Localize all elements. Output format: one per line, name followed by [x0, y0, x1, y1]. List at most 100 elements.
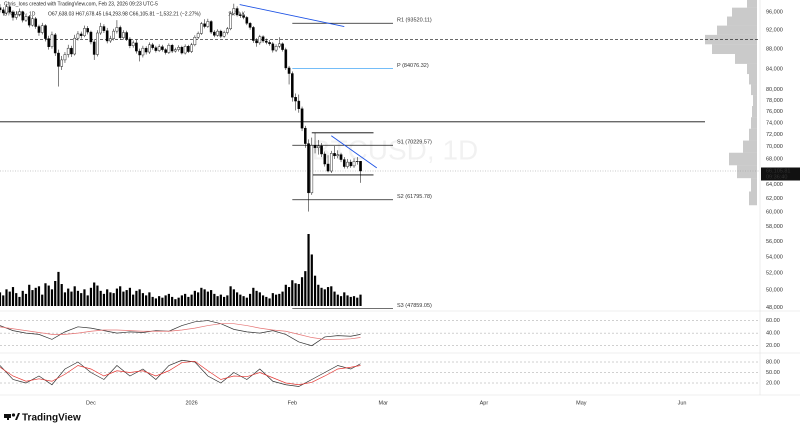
candle-body: [180, 47, 184, 54]
candle-body: [291, 73, 294, 98]
volume-bar: [343, 292, 346, 306]
candle-body: [213, 31, 216, 36]
volume-bar: [187, 296, 190, 306]
volume-profile-bar: [743, 140, 757, 153]
volume-bar: [154, 298, 157, 306]
y-tick-label: 20.00: [766, 343, 780, 349]
volume-bar: [349, 296, 352, 306]
volume-profile-bar: [729, 152, 757, 166]
candle-body: [209, 21, 213, 33]
candle-body: [206, 21, 210, 27]
candle-body: [219, 30, 223, 37]
volume-bar: [15, 293, 18, 306]
candle-body: [92, 41, 96, 55]
candle-body: [203, 23, 206, 27]
volume-profile-bar: [735, 54, 757, 64]
trendline: [239, 4, 345, 27]
candle-body: [323, 153, 327, 165]
candle-body: [300, 108, 304, 129]
volume-bar: [106, 289, 109, 306]
y-tick-label: 52,000: [766, 271, 783, 277]
volume-bar: [235, 292, 239, 306]
volume-bar: [180, 295, 183, 306]
candle-body: [355, 161, 359, 162]
candle-body: [24, 16, 28, 21]
candle-body: [96, 32, 99, 55]
volume-bar: [255, 290, 258, 306]
volume-bar: [278, 293, 281, 306]
y-tick-label: 58,000: [766, 224, 783, 230]
volume-bar: [287, 287, 291, 306]
trendline: [331, 135, 378, 169]
candle-body: [112, 30, 115, 39]
volume-bar: [93, 282, 96, 306]
y-tick-label: 60,000: [766, 210, 783, 216]
volume-bar: [70, 291, 73, 306]
volume-bar: [67, 288, 70, 306]
candle-body: [144, 47, 148, 53]
volume-bar: [359, 294, 362, 306]
candle-body: [265, 40, 268, 43]
candle-body: [320, 145, 323, 155]
candle-body: [44, 25, 47, 39]
candle-body: [339, 154, 343, 160]
candle-body: [122, 32, 125, 38]
candle-body: [34, 18, 38, 27]
logo: [4, 413, 20, 420]
volume-bar: [18, 296, 21, 306]
volume-bar: [63, 292, 67, 306]
volume-bar: [252, 287, 255, 306]
y-tick-label: 78,000: [766, 98, 783, 104]
candle-body: [102, 26, 106, 31]
volume-profile-bar: [747, 0, 757, 8]
volume-bar: [216, 296, 219, 306]
volume-bar: [281, 291, 284, 306]
volume-bar: [261, 295, 265, 306]
indicator-line: [0, 323, 361, 340]
candle-body: [297, 100, 301, 109]
y-tick-label: 70,000: [766, 144, 783, 150]
volume-bar: [193, 290, 196, 306]
volume-profile-bar: [751, 117, 757, 129]
volume-bar: [258, 292, 261, 306]
candle-body: [57, 52, 60, 67]
candle-body: [47, 38, 51, 47]
candle-body: [154, 47, 158, 51]
volume-bar: [148, 292, 151, 306]
volume-bar: [265, 296, 268, 306]
volume-profile-bar: [751, 84, 757, 96]
volume-bar: [226, 295, 229, 306]
logo-mark: [11, 413, 16, 417]
candle-body: [66, 47, 70, 55]
candle-body: [255, 40, 258, 44]
logo-mark: [15, 413, 20, 420]
pivot-label: P (84076.32): [397, 63, 429, 69]
candle-body: [294, 97, 297, 102]
volume-bar: [310, 254, 313, 306]
candle-body: [5, 6, 8, 14]
countdown: 09:36:40: [766, 174, 787, 180]
volume-bar: [115, 288, 119, 306]
volume-bar: [232, 289, 235, 306]
candle-body: [261, 36, 265, 42]
volume-bar: [313, 275, 317, 306]
candle-body: [170, 45, 174, 52]
candle-body: [148, 44, 151, 53]
candle-body: [86, 28, 89, 33]
candle-body: [70, 47, 73, 55]
candle-body: [190, 44, 193, 52]
candle-body: [336, 154, 340, 157]
candle-body: [271, 43, 275, 51]
volume-bar: [190, 294, 193, 306]
candle-body: [232, 8, 236, 15]
candle-body: [18, 11, 21, 15]
volume-bar: [210, 290, 213, 306]
volume-bar: [317, 284, 320, 306]
volume-bar: [242, 296, 245, 306]
ohlc: O67,638.03 H67,678.45 L64,293.98 C66,105…: [48, 11, 201, 17]
volume-bar: [128, 287, 132, 306]
volume-bar: [119, 286, 122, 306]
candle-body: [151, 44, 154, 48]
candle-body: [216, 30, 219, 36]
volume-bar: [89, 287, 93, 306]
